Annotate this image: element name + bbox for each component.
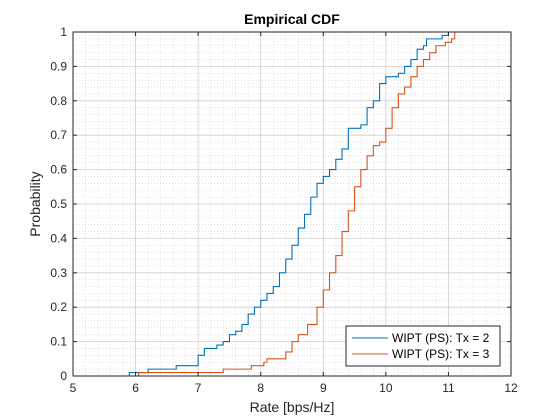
y-tick-label: 0.9 <box>50 59 67 73</box>
x-tick-label: 8 <box>257 381 264 395</box>
x-tick-label: 6 <box>132 381 139 395</box>
y-tick-label: 0.7 <box>50 128 67 142</box>
x-tick-label: 9 <box>320 381 327 395</box>
series-line-0 <box>128 32 449 376</box>
y-tick-label: 1 <box>60 25 67 39</box>
y-tick-label: 0.4 <box>50 231 67 245</box>
series-line-1 <box>138 32 456 376</box>
x-tick-label: 7 <box>195 381 202 395</box>
legend-box <box>345 325 501 367</box>
y-tick-label: 0.2 <box>50 300 67 314</box>
y-tick-label: 0.1 <box>50 335 67 349</box>
legend: WIPT (PS): Tx = 2 WIPT (PS): Tx = 3 <box>345 325 501 367</box>
y-tick-label: 0.3 <box>50 266 67 280</box>
chart-title: Empirical CDF <box>244 11 340 27</box>
x-tick-label: 11 <box>442 381 455 395</box>
y-tick-label: 0.8 <box>50 94 67 108</box>
legend-label-tx2: WIPT (PS): Tx = 2 <box>392 331 490 345</box>
series-group <box>128 32 456 376</box>
x-axis-label: Rate [bps/Hz] <box>250 399 335 415</box>
y-axis-label: Probability <box>27 171 43 236</box>
axis-ticks: 5 6 7 8 9 10 11 12 0 0.1 0.2 0.3 0.4 0.5 0.6 0.7 0.8 0.9 1 <box>50 25 518 395</box>
y-tick-label: 0 <box>60 369 67 383</box>
y-tick-label: 0.6 <box>50 163 67 177</box>
y-tick-label: 0.5 <box>50 197 67 211</box>
legend-label-tx3: WIPT (PS): Tx = 3 <box>392 347 490 361</box>
x-tick-label: 5 <box>70 381 77 395</box>
x-tick-label: 12 <box>504 381 518 395</box>
x-tick-label: 10 <box>379 381 393 395</box>
